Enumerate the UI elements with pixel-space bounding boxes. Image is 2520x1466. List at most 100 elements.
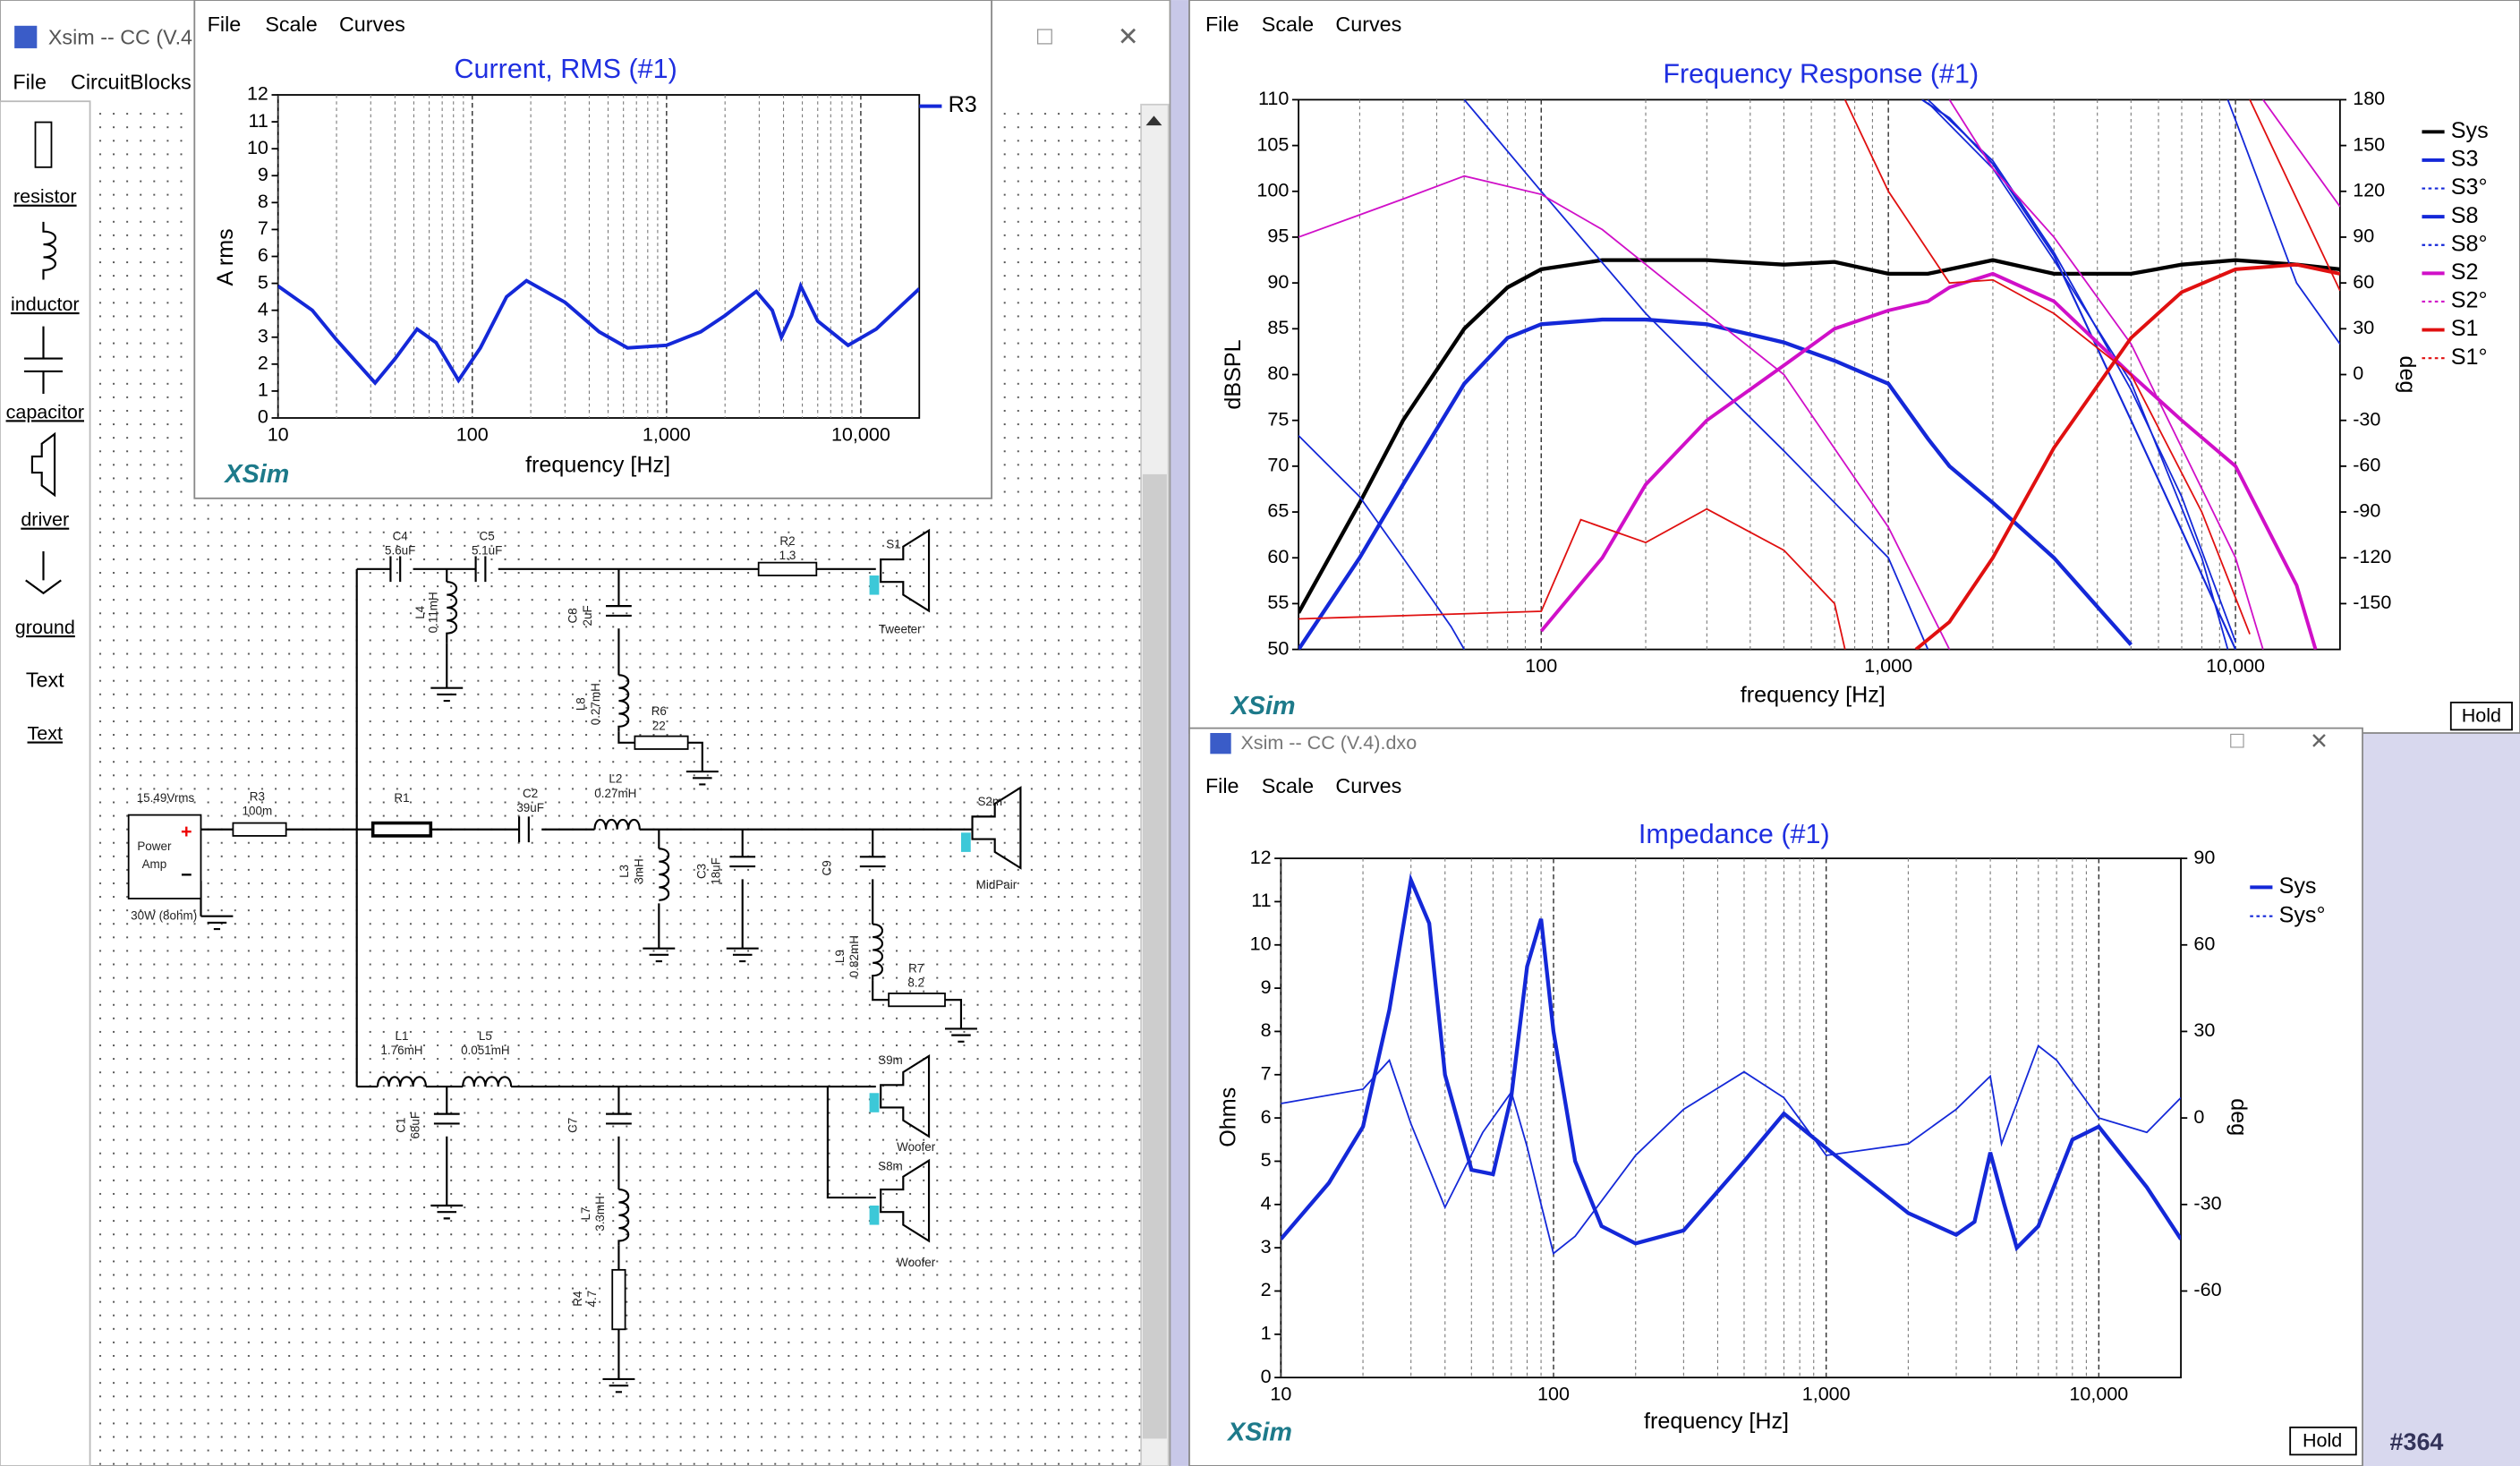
menu-item[interactable]: Curves	[339, 13, 405, 36]
scroll-thumb[interactable]	[1142, 473, 1167, 1439]
component-label: L4	[413, 605, 427, 618]
x-tick-label: 10,000	[831, 422, 890, 445]
component-label: 30W (8ohm)	[131, 908, 197, 922]
app-icon	[14, 25, 38, 48]
y-tick-label: 6	[258, 243, 268, 266]
y-tick-label: 100	[1256, 178, 1289, 200]
legend-label: S3	[2451, 147, 2479, 172]
component-label: R6	[651, 704, 667, 718]
plot-area	[1298, 98, 2341, 651]
component-label: 0.27mH	[594, 787, 636, 800]
y-tick-label: 5	[258, 270, 268, 293]
palette-item[interactable]: ground	[15, 616, 75, 638]
maximize-button[interactable]: ☐	[1035, 25, 1054, 48]
y-tick-label: 50	[1267, 636, 1289, 659]
resistor	[370, 821, 433, 838]
legend-label: S1°	[2451, 345, 2488, 370]
ground-icon[interactable]	[25, 551, 62, 595]
window-title: Xsim -- CC (V.4	[48, 25, 192, 48]
menu-item[interactable]: Scale	[265, 13, 317, 36]
y-tick-label: 1	[1261, 1322, 1272, 1344]
inductors	[376, 581, 884, 1246]
power-amp	[127, 814, 202, 899]
plot-area	[1280, 857, 2182, 1379]
hold-button[interactable]	[2289, 1426, 2357, 1456]
component-label: L1	[395, 1029, 408, 1043]
menu-item[interactable]: File	[208, 13, 242, 36]
y-axis-label: A rms	[213, 228, 238, 286]
y-tick-label: 90	[1267, 270, 1289, 293]
menu-item[interactable]: CircuitBlocks	[71, 71, 192, 94]
y2-tick-label: 90	[2193, 846, 2215, 868]
menu-item[interactable]: File	[13, 71, 47, 94]
component-label: R1	[394, 791, 409, 805]
component-label: C5	[480, 529, 495, 542]
y-tick-label: 4	[258, 297, 268, 320]
resistor-icon[interactable]	[34, 121, 53, 168]
component-label: S2m	[977, 795, 1002, 808]
palette-item[interactable]: capacitor	[6, 400, 84, 422]
y-tick-label: 2	[1261, 1278, 1272, 1300]
component-label: MidPair	[976, 878, 1017, 891]
y-tick-label: 9	[1261, 976, 1272, 998]
palette-item[interactable]: resistor	[13, 185, 77, 208]
component-label: 39uF	[516, 801, 544, 814]
grounds	[200, 686, 977, 1394]
menu-item[interactable]: Curves	[1335, 774, 1401, 797]
scroll-arrow[interactable]	[1145, 115, 1162, 126]
capacitor-icon[interactable]	[23, 326, 64, 395]
legend-label: S1	[2451, 316, 2479, 341]
series-line	[1539, 271, 2318, 650]
menu-item[interactable]: File	[1205, 13, 1239, 36]
y-tick-label: 12	[247, 82, 268, 105]
x-tick-label: 10	[1270, 1383, 1291, 1405]
x-axis-label: frequency [Hz]	[525, 453, 670, 478]
component-label: 0.11mH	[426, 592, 439, 633]
y2-tick-label: -30	[2353, 407, 2380, 430]
desktop	[2362, 731, 2520, 1466]
x-tick-label: 10,000	[2069, 1383, 2128, 1405]
menu-item[interactable]: Scale	[1262, 774, 1314, 797]
hold-button[interactable]	[2449, 701, 2513, 731]
speakers	[869, 528, 1022, 1243]
x-tick-label: 100	[456, 422, 489, 445]
legend-label: S8°	[2451, 231, 2488, 256]
palette-item[interactable]: Text	[26, 669, 64, 692]
hold-label[interactable]: Hold	[2303, 1429, 2342, 1452]
menu-item[interactable]: File	[1205, 774, 1239, 797]
component-label: C9	[820, 860, 833, 875]
y-tick-label: 7	[258, 217, 268, 239]
palette-item[interactable]: inductor	[11, 293, 80, 315]
component-label: 15.49Vrms	[137, 791, 195, 805]
y2-axis-label: deg	[2226, 1098, 2251, 1136]
maximize-button[interactable]: ☐	[2228, 729, 2245, 752]
close-button[interactable]: ✕	[1118, 23, 1139, 52]
component-label: C2	[523, 787, 538, 800]
y-axis-label: dBSPL	[1221, 339, 1246, 409]
hold-label[interactable]: Hold	[2462, 704, 2501, 727]
minus-sign: −	[181, 864, 192, 886]
capacitors	[389, 556, 886, 1125]
palette-item[interactable]: Text	[28, 721, 64, 744]
y2-tick-label: -60	[2193, 1278, 2221, 1300]
palette-item[interactable]: driver	[21, 508, 69, 531]
menu-item[interactable]: Curves	[1335, 13, 1401, 36]
component-label: Woofer	[897, 1256, 936, 1269]
series-line	[1281, 1044, 2182, 1256]
x-axis-label: frequency [Hz]	[1644, 1409, 1789, 1434]
legend-label: Sys	[2451, 118, 2489, 143]
inductor-icon[interactable]	[42, 221, 56, 280]
x-tick-label: 1,000	[1802, 1383, 1851, 1405]
close-button[interactable]: ✕	[2310, 729, 2328, 754]
y2-tick-label: 60	[2193, 932, 2215, 954]
menu-item[interactable]: Scale	[1262, 13, 1314, 36]
y-tick-label: 10	[1250, 932, 1272, 954]
component-label: R4	[571, 1291, 584, 1307]
component-label: L8	[575, 697, 588, 711]
component-label: C3	[694, 864, 708, 879]
driver-icon[interactable]	[30, 431, 56, 498]
y-tick-label: 3	[1261, 1235, 1272, 1257]
brand: XSim	[223, 460, 289, 489]
component-label: 3.3mH	[593, 1196, 607, 1232]
